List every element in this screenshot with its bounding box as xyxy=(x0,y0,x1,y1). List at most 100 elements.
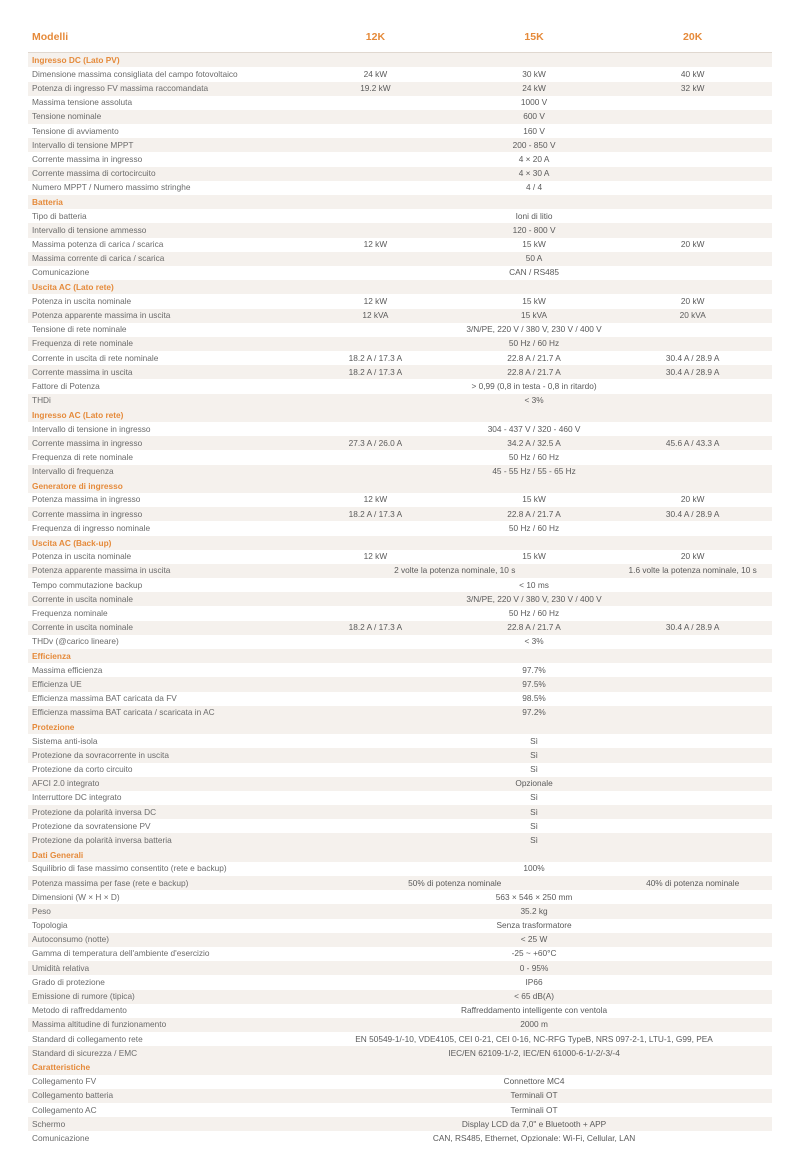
spec-label: Corrente massima in uscita xyxy=(28,365,296,379)
spec-row: Efficienza massima BAT caricata da FV98.… xyxy=(28,692,772,706)
section-header: Batteria xyxy=(28,195,772,209)
spec-value: 15 kW xyxy=(455,550,614,564)
spec-value: 563 × 546 × 250 mm xyxy=(296,890,772,904)
spec-value: 30.4 A / 28.9 A xyxy=(613,365,772,379)
spec-row: Dimensioni (W × H × D)563 × 546 × 250 mm xyxy=(28,890,772,904)
spec-row: Collegamento FVConnettore MC4 xyxy=(28,1075,772,1089)
spec-label: Corrente massima in ingresso xyxy=(28,507,296,521)
spec-row: Protezione da polarità inversa DCSì xyxy=(28,805,772,819)
spec-value: EN 50549-1/-10, VDE4105, CEI 0-21, CEI 0… xyxy=(296,1032,772,1046)
spec-label: Potenza massima per fase (rete e backup) xyxy=(28,876,296,890)
section-header: Caratteristiche xyxy=(28,1060,772,1074)
spec-label: Protezione da corto circuito xyxy=(28,763,296,777)
spec-row: Corrente massima in ingresso4 × 20 A xyxy=(28,152,772,166)
spec-value: Sì xyxy=(296,791,772,805)
spec-label: Dimensioni (W × H × D) xyxy=(28,890,296,904)
spec-value: 18.2 A / 17.3 A xyxy=(296,507,455,521)
spec-value: 15 kVA xyxy=(455,309,614,323)
spec-row: Frequenza di rete nominale50 Hz / 60 Hz xyxy=(28,337,772,351)
spec-value: 32 kW xyxy=(613,82,772,96)
spec-label: Umidità relativa xyxy=(28,961,296,975)
spec-label: Efficienza UE xyxy=(28,677,296,691)
spec-row: Tempo commutazione backup< 10 ms xyxy=(28,578,772,592)
spec-row: Corrente massima in uscita18.2 A / 17.3 … xyxy=(28,365,772,379)
spec-row: Collegamento ACTerminali OT xyxy=(28,1103,772,1117)
spec-value: 12 kW xyxy=(296,550,455,564)
spec-value: 40% di potenza nominale xyxy=(613,876,772,890)
spec-value: 18.2 A / 17.3 A xyxy=(296,351,455,365)
spec-label: Fattore di Potenza xyxy=(28,379,296,393)
spec-row: Corrente massima in ingresso27.3 A / 26.… xyxy=(28,436,772,450)
spec-label: Massima efficienza xyxy=(28,663,296,677)
spec-label: Potenza in uscita nominale xyxy=(28,294,296,308)
spec-label: Potenza di ingresso FV massima raccomand… xyxy=(28,82,296,96)
spec-label: Frequenza di rete nominale xyxy=(28,337,296,351)
spec-row: Potenza massima per fase (rete e backup)… xyxy=(28,876,772,890)
spec-row: Potenza di ingresso FV massima raccomand… xyxy=(28,82,772,96)
spec-row: Standard di sicurezza / EMCIEC/EN 62109-… xyxy=(28,1046,772,1060)
spec-value: 12 kVA xyxy=(296,309,455,323)
spec-value: 22.8 A / 21.7 A xyxy=(455,351,614,365)
spec-value: 22.8 A / 21.7 A xyxy=(455,365,614,379)
spec-label: THDi xyxy=(28,394,296,408)
spec-row: Massima efficienza97.7% xyxy=(28,663,772,677)
spec-value: 40 kW xyxy=(613,67,772,81)
spec-value: Sì xyxy=(296,805,772,819)
section-header: Efficienza xyxy=(28,649,772,663)
spec-row: Corrente in uscita nominale18.2 A / 17.3… xyxy=(28,621,772,635)
spec-row: Fattore di Potenza> 0,99 (0,8 in testa -… xyxy=(28,379,772,393)
spec-value: 1.6 volte la potenza nominale, 10 s xyxy=(613,564,772,578)
spec-label: Standard di collegamento rete xyxy=(28,1032,296,1046)
spec-value: CAN / RS485 xyxy=(296,266,772,280)
spec-label: Comunicazione xyxy=(28,266,296,280)
spec-value: < 65 dB(A) xyxy=(296,990,772,1004)
spec-row: Collegamento batteriaTerminali OT xyxy=(28,1089,772,1103)
spec-row: Sistema anti-isolaSì xyxy=(28,734,772,748)
spec-value: 30.4 A / 28.9 A xyxy=(613,621,772,635)
spec-row: Corrente in uscita di rete nominale18.2 … xyxy=(28,351,772,365)
spec-label: Tempo commutazione backup xyxy=(28,578,296,592)
spec-value: 12 kW xyxy=(296,493,455,507)
spec-value: 34.2 A / 32.5 A xyxy=(455,436,614,450)
spec-row: Numero MPPT / Numero massimo stringhe4 /… xyxy=(28,181,772,195)
spec-label: Numero MPPT / Numero massimo stringhe xyxy=(28,181,296,195)
spec-row: Intervallo di tensione in ingresso304 - … xyxy=(28,422,772,436)
spec-row: Protezione da sovratensione PVSì xyxy=(28,819,772,833)
spec-row: Standard di collegamento reteEN 50549-1/… xyxy=(28,1032,772,1046)
spec-row: Tipo di batteriaIoni di litio xyxy=(28,209,772,223)
spec-row: Efficienza UE97.5% xyxy=(28,677,772,691)
spec-value: < 3% xyxy=(296,635,772,649)
spec-label: Protezione da sovratensione PV xyxy=(28,819,296,833)
spec-row: Potenza massima in ingresso12 kW15 kW20 … xyxy=(28,493,772,507)
spec-label: Massima corrente di carica / scarica xyxy=(28,252,296,266)
spec-value: 35.2 kg xyxy=(296,904,772,918)
spec-value: Senza trasformatore xyxy=(296,919,772,933)
spec-value: 30.4 A / 28.9 A xyxy=(613,351,772,365)
spec-value: IP66 xyxy=(296,975,772,989)
spec-row: Efficienza massima BAT caricata / scaric… xyxy=(28,706,772,720)
spec-row: Protezione da corto circuitoSì xyxy=(28,763,772,777)
spec-value: 200 - 850 V xyxy=(296,138,772,152)
spec-row: Potenza in uscita nominale12 kW15 kW20 k… xyxy=(28,294,772,308)
col-header-model-0: 12K xyxy=(296,24,455,53)
spec-label: Potenza apparente massima in uscita xyxy=(28,309,296,323)
spec-value: IEC/EN 62109-1/-2, IEC/EN 61000-6-1/-2/-… xyxy=(296,1046,772,1060)
spec-value: 4 × 20 A xyxy=(296,152,772,166)
spec-value: CAN, RS485, Ethernet, Opzionale: Wi-Fi, … xyxy=(296,1131,772,1145)
spec-row: Peso35.2 kg xyxy=(28,904,772,918)
spec-value: 600 V xyxy=(296,110,772,124)
spec-row: Tensione di rete nominale3/N/PE, 220 V /… xyxy=(28,323,772,337)
spec-value: 304 - 437 V / 320 - 460 V xyxy=(296,422,772,436)
spec-label: Corrente in uscita di rete nominale xyxy=(28,351,296,365)
spec-value: 24 kW xyxy=(296,67,455,81)
spec-label: Potenza massima in ingresso xyxy=(28,493,296,507)
spec-value: 24 kW xyxy=(455,82,614,96)
spec-row: ComunicazioneCAN, RS485, Ethernet, Opzio… xyxy=(28,1131,772,1145)
spec-value: Sì xyxy=(296,748,772,762)
spec-label: Corrente in uscita nominale xyxy=(28,621,296,635)
spec-value: 30 kW xyxy=(455,67,614,81)
spec-value: 45.6 A / 43.3 A xyxy=(613,436,772,450)
spec-value: 100% xyxy=(296,862,772,876)
spec-label: Tensione di rete nominale xyxy=(28,323,296,337)
spec-label: Efficienza massima BAT caricata / scaric… xyxy=(28,706,296,720)
